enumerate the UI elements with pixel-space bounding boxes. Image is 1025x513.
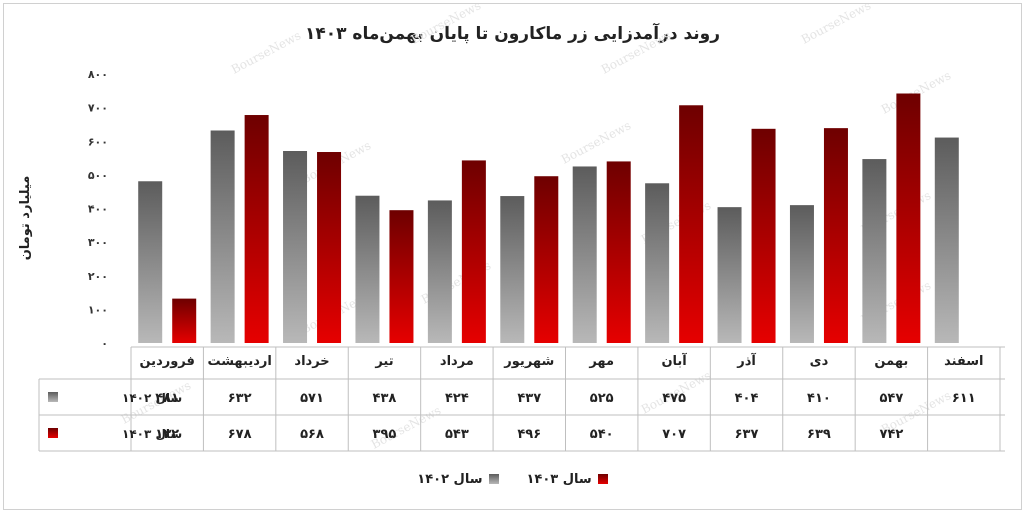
data-label-series-2: ۵۶۸ xyxy=(300,427,324,442)
data-label-series-2: ۶۳۹ xyxy=(807,427,831,442)
bar-series-2 xyxy=(823,128,848,343)
legend-swatch-series-2 xyxy=(597,474,608,484)
data-label-series-2: ۵۴۳ xyxy=(445,427,469,442)
y-tick-label: ۳۰۰ xyxy=(88,236,108,249)
data-label-series-2: ۵۴۰ xyxy=(590,427,614,442)
bar-series-2 xyxy=(244,115,269,344)
legend-label-series-1: سال ۱۴۰۲ xyxy=(417,471,483,487)
bar-series-1 xyxy=(138,181,163,343)
bar-series-2 xyxy=(751,128,776,343)
legend-label-series-2: سال ۱۴۰۳ xyxy=(526,471,592,487)
table-header-series-2: سال ۱۴۰۳ xyxy=(122,427,182,441)
data-label-series-2: ۷۰۷ xyxy=(662,427,686,442)
data-label-series-2: ۷۴۲ xyxy=(879,427,903,442)
data-label-series-1: ۴۷۵ xyxy=(662,391,686,406)
data-label-series-1: ۵۷۱ xyxy=(300,391,324,406)
x-tick-label: اسفند xyxy=(944,354,983,369)
bar-series-2 xyxy=(606,161,631,343)
data-label-series-1: ۵۲۵ xyxy=(590,391,614,406)
data-label-series-2: ۶۷۸ xyxy=(228,427,252,442)
y-tick-label: ۴۰۰ xyxy=(88,203,108,216)
chart-title: روند درآمدزایی زر ماکارون تا پایان بهمن‌… xyxy=(304,24,721,44)
bar-series-2 xyxy=(389,210,414,343)
y-tick-label: ۲۰۰ xyxy=(88,270,108,283)
legend-item-series-2: سال ۱۴۰۳ xyxy=(527,469,608,489)
data-label-series-1: ۶۱۱ xyxy=(952,391,976,406)
data-label-series-2: ۴۹۶ xyxy=(517,427,541,442)
chart-frame: روند درآمدزایی زر ماکارون تا پایان بهمن‌… xyxy=(3,3,1022,510)
y-tick-label: ۰ xyxy=(101,337,108,350)
data-label-series-1: ۵۴۷ xyxy=(879,391,903,406)
bar-series-1 xyxy=(645,183,670,343)
bar-series-2 xyxy=(534,176,559,343)
watermark-text: BourseNews xyxy=(559,118,633,166)
watermark-text: BourseNews xyxy=(799,4,873,47)
data-label-series-1: ۶۳۲ xyxy=(228,391,252,406)
watermark-text: BourseNews xyxy=(599,28,673,76)
x-tick-label: شهریور xyxy=(503,354,554,369)
bar-series-1 xyxy=(572,166,597,343)
bar-series-2 xyxy=(679,105,704,344)
data-label-series-1: ۴۸۱ xyxy=(155,391,179,406)
bar-series-1 xyxy=(934,137,959,343)
y-tick-label: ۶۰۰ xyxy=(88,135,108,148)
x-tick-label: آذر xyxy=(736,352,756,369)
x-tick-label: مهر xyxy=(588,354,614,369)
data-label-series-1: ۴۲۴ xyxy=(445,391,469,406)
bar-series-1 xyxy=(500,196,525,343)
x-tick-label: بهمن xyxy=(874,354,908,369)
data-label-series-2: ۶۳۷ xyxy=(735,427,759,442)
bar-series-1 xyxy=(355,195,380,343)
legend-swatch-series-1 xyxy=(488,474,499,484)
bar-series-2 xyxy=(461,160,486,343)
x-tick-label: آبان xyxy=(661,352,687,369)
data-label-series-2: ۱۳۲ xyxy=(155,427,179,442)
bar-series-1 xyxy=(862,159,887,343)
table-swatch-series-1 xyxy=(48,392,58,402)
bar-series-1 xyxy=(427,200,452,343)
x-tick-label: تیر xyxy=(374,354,393,369)
bar-series-1 xyxy=(789,205,814,343)
bar-series-2 xyxy=(317,152,342,343)
legend-item-series-1: سال ۱۴۰۲ xyxy=(417,469,499,489)
bar-series-2 xyxy=(896,93,921,343)
x-tick-label: دی xyxy=(810,354,829,369)
x-tick-label: مرداد xyxy=(440,354,474,369)
data-label-series-1: ۴۱۰ xyxy=(807,391,831,406)
y-tick-label: ۱۰۰ xyxy=(88,303,108,316)
x-tick-label: اردیبهشت xyxy=(207,354,271,369)
data-label-series-1: ۴۳۸ xyxy=(373,391,397,406)
bar-series-1 xyxy=(717,207,742,343)
data-label-series-1: ۴۳۷ xyxy=(517,391,541,406)
table-swatch-series-2 xyxy=(48,428,58,438)
x-tick-label: خرداد xyxy=(294,354,329,369)
chart-legend: سال ۱۴۰۳ سال ۱۴۰۲ xyxy=(4,469,1021,489)
watermark-text: BourseNews xyxy=(229,28,303,76)
bar-series-1 xyxy=(210,130,235,343)
y-tick-label: ۷۰۰ xyxy=(88,102,108,115)
data-label-series-1: ۴۰۴ xyxy=(735,391,759,406)
watermark-text: BourseNews xyxy=(409,4,483,47)
y-tick-label: ۵۰۰ xyxy=(88,169,108,182)
table-header-series-1: سال ۱۴۰۲ xyxy=(122,391,182,405)
data-label-series-2: ۳۹۵ xyxy=(373,427,397,442)
bar-series-2 xyxy=(172,298,197,343)
chart-plot: BourseNews BourseNews BourseNews BourseNews… xyxy=(38,4,1005,452)
bar-series-1 xyxy=(283,151,308,343)
x-tick-label: فروردین xyxy=(139,354,194,369)
y-tick-label: ۸۰۰ xyxy=(88,68,108,81)
